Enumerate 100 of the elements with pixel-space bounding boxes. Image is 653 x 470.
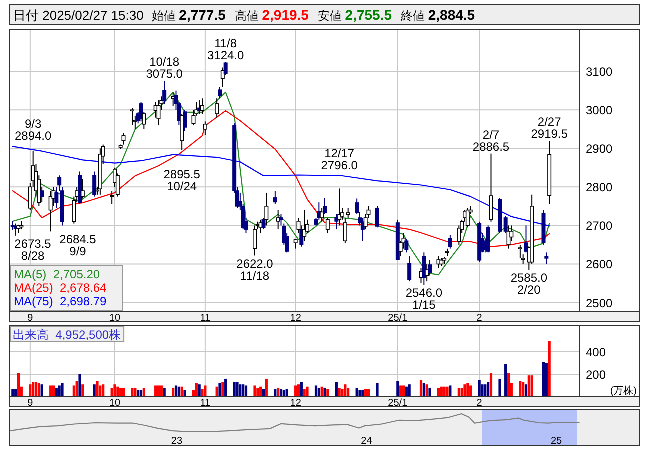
- x-tick-label: 25/1: [388, 313, 408, 324]
- bar: [542, 362, 546, 397]
- chart-title: 日付 2025/02/27 15:30: [13, 8, 144, 23]
- x-tick-label: 10: [109, 398, 121, 409]
- bar: [76, 381, 78, 397]
- bar: [437, 388, 440, 397]
- bar: [110, 388, 114, 397]
- bar: [400, 386, 402, 397]
- x-tick-label: 10: [109, 313, 121, 324]
- x-tick-label: 25/1: [388, 398, 408, 409]
- bar: [140, 390, 143, 397]
- bar: [82, 384, 84, 397]
- bar: [157, 386, 160, 397]
- bar: [484, 384, 487, 397]
- bar: [274, 389, 277, 397]
- bar: [96, 381, 99, 397]
- bar: [458, 388, 460, 397]
- bar: [446, 386, 449, 397]
- y-tick-label: 3100: [586, 65, 614, 80]
- bar: [222, 382, 224, 397]
- bar: [318, 388, 320, 397]
- bar: [142, 388, 146, 397]
- bar: [367, 389, 370, 397]
- bar: [396, 381, 400, 397]
- bar: [201, 389, 204, 397]
- y-tick-label: 2900: [586, 142, 614, 156]
- bar: [58, 386, 61, 397]
- bar: [358, 390, 362, 397]
- bar: [440, 386, 443, 397]
- x-tick-label: 11: [200, 313, 212, 324]
- chart-title: 出来高 4,952,500株: [13, 328, 122, 342]
- bar: [324, 388, 326, 397]
- bar: [38, 383, 40, 397]
- bar: [180, 386, 184, 397]
- bar: [428, 388, 432, 397]
- annotation: 2546.0 1/15: [406, 286, 443, 312]
- annotation: 2684.5 9/9: [60, 232, 97, 259]
- bar: [32, 382, 35, 397]
- bar: [460, 388, 464, 397]
- annotation: 2/7 2886.5: [472, 128, 510, 154]
- bar: [478, 380, 481, 397]
- bar: [277, 388, 280, 397]
- bar: [362, 390, 364, 397]
- bar: [528, 376, 530, 397]
- bar: [487, 382, 490, 397]
- bar: [426, 384, 428, 397]
- x-tick-label: 11: [200, 398, 212, 409]
- bar: [449, 386, 452, 397]
- bar: [233, 382, 236, 397]
- bar: [131, 388, 134, 397]
- bar: [326, 389, 330, 397]
- text: 高値 2,919.5: [234, 7, 310, 23]
- bar: [61, 383, 64, 397]
- x-tick-label: 23: [171, 436, 183, 447]
- bar: [184, 390, 186, 397]
- bar: [239, 384, 242, 397]
- bar: [464, 384, 466, 397]
- bar: [224, 378, 228, 397]
- bar: [34, 382, 38, 397]
- annotation: 2673.5 8/28: [14, 236, 52, 263]
- bar: [347, 388, 350, 397]
- bar: [522, 382, 525, 397]
- bar: [498, 378, 502, 397]
- bar: [160, 386, 163, 397]
- bar: [420, 380, 423, 397]
- bar: [236, 382, 239, 397]
- bar: [402, 386, 406, 397]
- bar: [55, 388, 58, 397]
- bar: [314, 386, 318, 397]
- y-tick-label: 3000: [586, 104, 614, 118]
- bar: [14, 389, 18, 397]
- bar: [405, 386, 408, 397]
- bar: [306, 386, 309, 397]
- bar: [195, 383, 198, 397]
- x-tick-label: 24: [361, 436, 373, 447]
- bar: [120, 388, 122, 397]
- bar: [50, 386, 52, 397]
- bar: [40, 384, 44, 397]
- bar: [282, 390, 286, 397]
- bar: [17, 373, 20, 397]
- y-axis-title: (万株): [610, 385, 637, 397]
- bar: [242, 384, 245, 397]
- bar: [466, 383, 470, 397]
- y-tick-label: 200: [586, 368, 606, 382]
- bar: [300, 382, 303, 397]
- bar: [338, 388, 341, 397]
- bar: [470, 386, 472, 397]
- annotation: 2/27 2919.5: [531, 115, 568, 142]
- bar: [163, 388, 166, 397]
- legend: MA(5) 2,705.20 MA(25) 2,678.64 MA(75) 2,698.79: [10, 265, 124, 312]
- bar: [262, 389, 266, 397]
- annotation: 9/3 2894.0: [14, 116, 52, 143]
- bar: [303, 389, 306, 397]
- x-tick-label: 2: [476, 398, 483, 409]
- bar: [356, 388, 358, 397]
- bar: [519, 381, 522, 397]
- bar: [280, 389, 283, 397]
- bar: [507, 373, 510, 397]
- bar: [114, 384, 116, 397]
- bar: [524, 384, 528, 397]
